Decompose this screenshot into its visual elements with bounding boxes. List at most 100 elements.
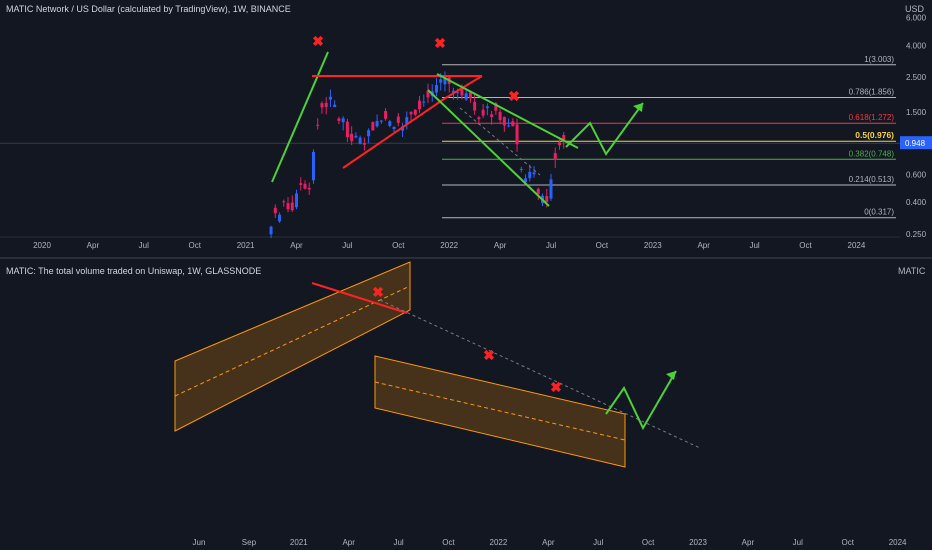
fib-label-3: 0.5(0.976) xyxy=(855,130,894,140)
volume-rejection-marker-0: ✖ xyxy=(372,284,384,300)
bottom-unit-label: MATIC xyxy=(898,266,926,276)
candle-body xyxy=(553,153,557,160)
candle-body xyxy=(358,137,362,145)
bottom-x-tick-10: 2023 xyxy=(689,538,707,547)
top-x-tick-4: 2021 xyxy=(237,241,255,250)
uptrend-line xyxy=(271,51,329,183)
top-y-tick-6: 0.400 xyxy=(906,198,927,207)
bottom-x-tick-5: Oct xyxy=(442,538,455,547)
candle-body xyxy=(494,103,498,111)
falling-channel-midline xyxy=(374,381,626,441)
bottom-x-tick-2: 2021 xyxy=(290,538,308,547)
price-chart[interactable]: 1(3.003) 0.786(1.856) 0.618(1.272) 0.5(0.97… xyxy=(0,0,932,257)
volume-chart[interactable]: 1(47.855M)0.786(10.099M)0.618(2.978M)0.5… xyxy=(0,259,932,550)
candle-body xyxy=(269,226,273,235)
top-x-tick-15: Oct xyxy=(799,241,812,250)
candle-body xyxy=(345,121,349,138)
candle-body xyxy=(439,79,443,83)
bottom-x-tick-6: 2022 xyxy=(490,538,508,547)
candle-body xyxy=(307,187,311,190)
candle-body xyxy=(290,202,294,211)
rising-channel xyxy=(174,261,411,432)
candle-body xyxy=(460,87,464,96)
candle-body xyxy=(388,121,392,126)
pane-divider[interactable] xyxy=(0,257,932,259)
candle-body xyxy=(286,203,290,210)
candle-body xyxy=(536,188,540,194)
candle-body xyxy=(354,135,358,138)
candle-body xyxy=(528,171,532,179)
top-x-tick-2: Jul xyxy=(139,241,149,250)
candle-body xyxy=(426,90,430,98)
volume-resistance-line xyxy=(311,282,408,314)
candle-body xyxy=(384,111,388,119)
top-price-axis: 6.0004.0002.5001.5001.0000.6000.4000.250… xyxy=(900,14,932,257)
candle-body xyxy=(443,76,447,85)
volume-channels xyxy=(174,261,626,468)
top-y-tick-3: 1.500 xyxy=(906,108,927,117)
candle-body xyxy=(557,142,561,146)
candle-body xyxy=(316,124,320,126)
top-x-tick-0: 2020 xyxy=(33,241,51,250)
top-x-tick-6: Jul xyxy=(342,241,352,250)
bottom-drawings: ✖ ✖ ✖ xyxy=(311,282,701,449)
fib-label-5: 0.214(0.513) xyxy=(849,175,895,184)
top-time-axis: 2020 Apr Jul Oct 2021 Apr Jul Oct 2022 Apr Jul Oct 2… xyxy=(33,241,866,250)
candle-body xyxy=(337,118,341,121)
candle-body xyxy=(511,121,515,127)
candle-body xyxy=(477,117,481,120)
candle-body xyxy=(456,92,460,94)
top-y-tick-1: 4.000 xyxy=(906,41,927,50)
volume-projection-path xyxy=(605,370,677,431)
top-y-tick-7: 0.250 xyxy=(906,230,927,239)
top-fib-levels: 1(3.003) 0.786(1.856) 0.618(1.272) 0.5(0.97… xyxy=(442,55,896,219)
candle-body xyxy=(324,102,328,107)
candle-body xyxy=(299,183,303,185)
candle-body xyxy=(303,183,307,189)
candle-body xyxy=(273,207,277,214)
top-x-tick-9: Apr xyxy=(494,241,507,250)
candle-body xyxy=(282,201,286,203)
bottom-x-tick-7: Apr xyxy=(542,538,555,547)
descending-resistance xyxy=(436,73,579,149)
candle-body xyxy=(367,130,371,137)
top-y-tick-2: 2.500 xyxy=(906,73,927,82)
candle-body xyxy=(341,118,345,123)
candle-body xyxy=(311,151,315,181)
candle-body xyxy=(278,214,282,222)
price-tag-label: 0.948 xyxy=(905,139,926,148)
candle-body xyxy=(418,100,422,110)
candle-body xyxy=(507,125,511,127)
price-tag xyxy=(900,136,932,150)
volume-dashed-trend xyxy=(379,299,701,449)
fib-label-2: 0.618(1.272) xyxy=(849,113,895,122)
fib-label-6: 0(0.317) xyxy=(864,208,894,217)
candle-body xyxy=(515,124,519,145)
volume-projection-arrowhead xyxy=(666,371,676,380)
candle-body xyxy=(498,111,502,121)
candle-body xyxy=(451,90,455,94)
top-drawings: ✖ ✖ ✖ xyxy=(271,33,644,207)
candle-body xyxy=(481,109,485,116)
top-x-tick-5: Apr xyxy=(290,241,303,250)
top-currency-label: USD xyxy=(905,4,925,14)
candle-body xyxy=(434,85,438,93)
candle-body xyxy=(473,101,477,111)
candle-body xyxy=(320,103,324,108)
top-x-tick-8: 2022 xyxy=(440,241,458,250)
candle-body xyxy=(350,133,354,142)
rising-support-line xyxy=(342,98,445,169)
bottom-x-tick-4: Jul xyxy=(393,538,403,547)
candle-body xyxy=(524,178,528,183)
candle-body xyxy=(485,106,489,109)
bottom-x-tick-1: Sep xyxy=(242,538,257,547)
rejection-marker-1: ✖ xyxy=(434,35,446,51)
top-x-tick-14: Jul xyxy=(749,241,759,250)
candle-body xyxy=(468,92,472,99)
top-x-tick-3: Oct xyxy=(188,241,201,250)
top-x-tick-11: Oct xyxy=(596,241,609,250)
dashed-guide xyxy=(459,107,541,176)
candle-body xyxy=(545,195,549,203)
fib-label-0: 1(3.003) xyxy=(864,55,894,64)
